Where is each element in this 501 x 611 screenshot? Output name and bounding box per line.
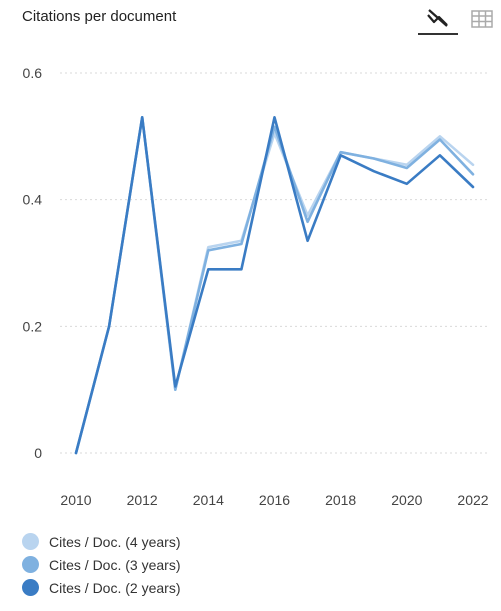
chart-legend: Cites / Doc. (4 years) Cites / Doc. (3 ye… [22, 530, 180, 599]
x-tick-label: 2014 [193, 492, 224, 508]
chart-title: Citations per document [22, 8, 177, 25]
table-view-button[interactable] [462, 3, 501, 35]
series-line-1[interactable] [74, 116, 475, 455]
legend-swatch [22, 533, 39, 550]
x-tick-label: 2018 [325, 492, 356, 508]
x-tick-label: 2016 [259, 492, 290, 508]
y-tick-label: 0.4 [23, 192, 43, 208]
table-grid-icon [471, 10, 493, 28]
legend-swatch [22, 556, 39, 573]
legend-item[interactable]: Cites / Doc. (4 years) [22, 530, 180, 553]
legend-item[interactable]: Cites / Doc. (3 years) [22, 553, 180, 576]
y-tick-label: 0.6 [23, 65, 43, 81]
y-tick-label: 0 [34, 445, 42, 461]
x-tick-label: 2022 [457, 492, 488, 508]
chart-view-button[interactable] [418, 3, 458, 35]
series-line-3[interactable] [74, 116, 475, 455]
series-line-2[interactable] [74, 116, 475, 455]
y-tick-label: 0.2 [23, 318, 43, 334]
line-chart-icon [427, 9, 448, 27]
x-tick-label: 2010 [60, 492, 91, 508]
legend-label: Cites / Doc. (4 years) [49, 533, 181, 550]
legend-label: Cites / Doc. (3 years) [49, 556, 181, 573]
x-tick-label: 2012 [127, 492, 158, 508]
legend-label: Cites / Doc. (2 years) [49, 579, 181, 596]
chart-header: Citations per document [0, 0, 501, 40]
citations-line-chart: 0 0.2 0.4 0.6 2010 2012 2014 2016 2018 2020 2022 [23, 65, 490, 508]
x-tick-label: 2020 [391, 492, 422, 508]
legend-item[interactable]: Cites / Doc. (2 years) [22, 576, 180, 599]
legend-swatch [22, 579, 39, 596]
